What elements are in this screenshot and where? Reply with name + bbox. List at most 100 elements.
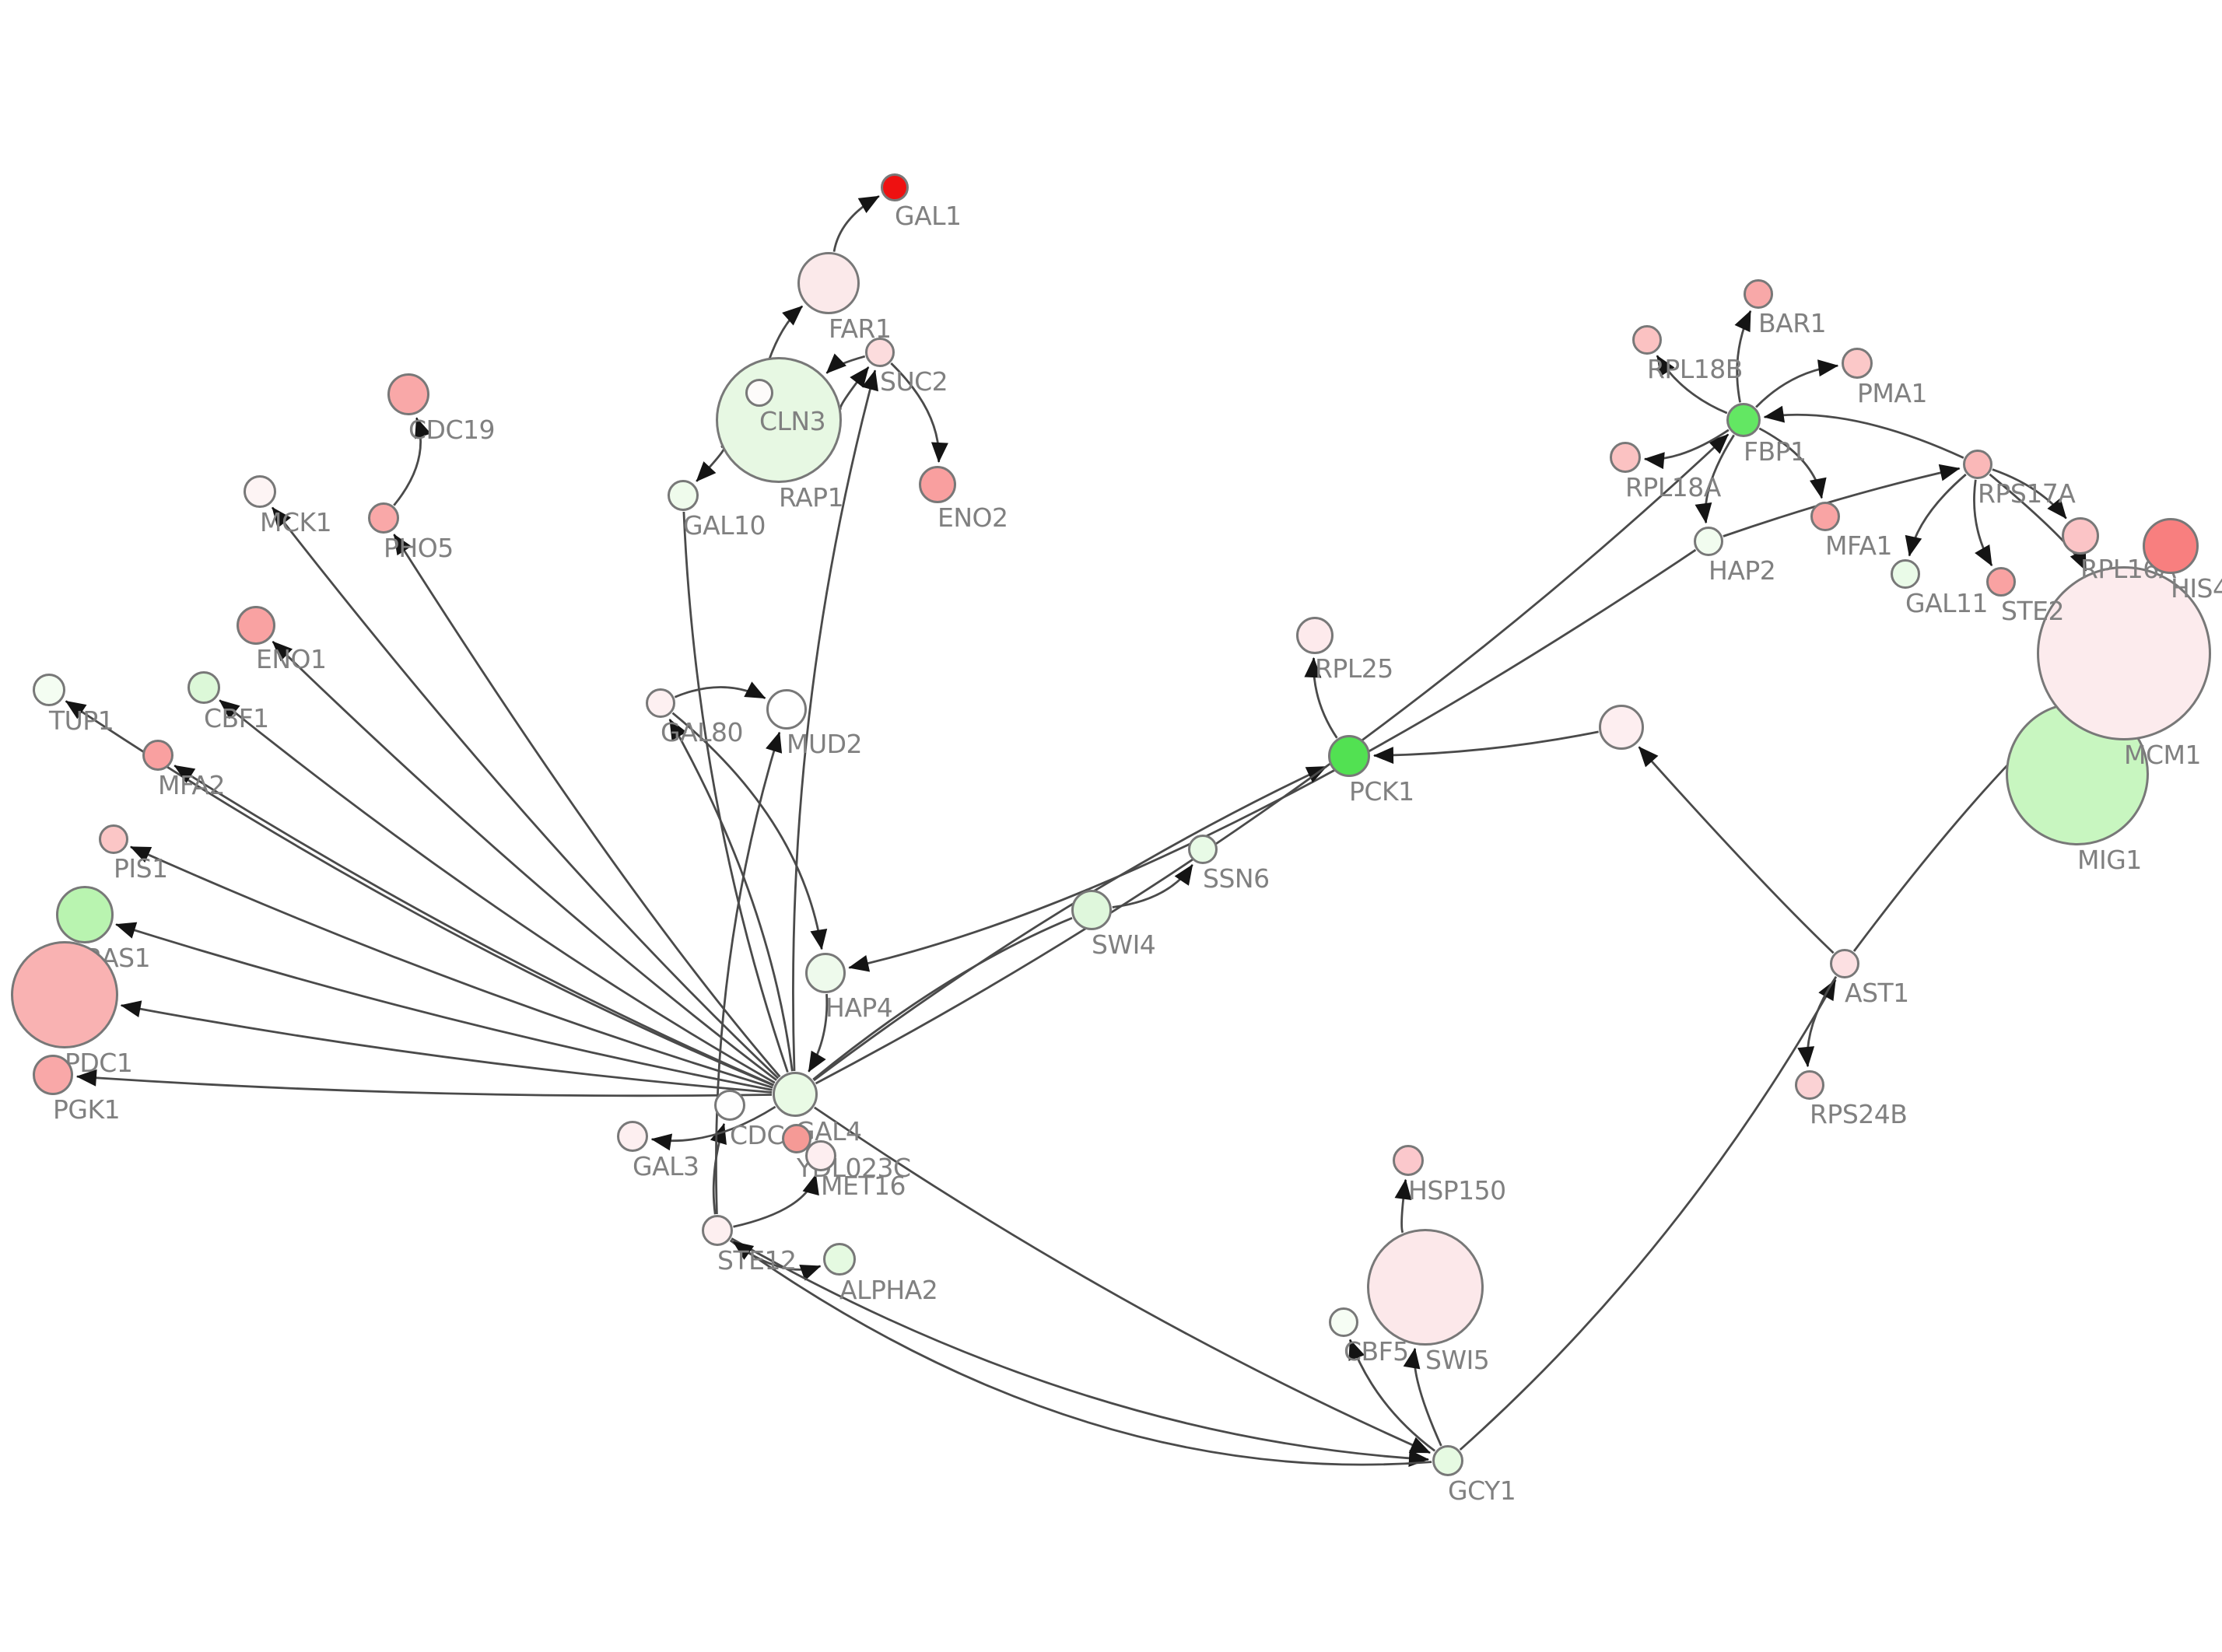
node-ENO2[interactable] <box>919 466 956 503</box>
node-BAR1[interactable] <box>1744 279 1773 309</box>
edge-GAL4-GCY1[interactable] <box>814 1106 1432 1454</box>
node-FAR1[interactable] <box>797 252 860 314</box>
edge-GAL4-PHO5[interactable] <box>393 534 781 1078</box>
node-HAP4[interactable] <box>805 953 846 993</box>
node-GAL80[interactable] <box>646 688 675 718</box>
edge-GAL4-CBF1[interactable] <box>219 699 776 1084</box>
edge-RPS17A-GAL11[interactable] <box>1905 473 1967 557</box>
edge-RPS17A-MCM1[interactable] <box>1989 473 2087 572</box>
node-CBF1[interactable] <box>188 671 220 704</box>
node-GAL3[interactable] <box>617 1121 648 1152</box>
node-PHO5[interactable] <box>368 502 399 534</box>
edge-GAL4-ENO1[interactable] <box>272 640 777 1081</box>
edge-FBP1-BAR1[interactable] <box>1734 310 1752 403</box>
node-STE12[interactable] <box>702 1215 733 1246</box>
edge-GAL4-FBP1[interactable] <box>815 433 1730 1085</box>
edge-GCY1-SWI5[interactable] <box>1403 1347 1442 1447</box>
edge-GAL80-HAP4[interactable] <box>671 712 828 950</box>
node-RPL16A[interactable] <box>2062 517 2099 555</box>
node-MET16[interactable] <box>805 1140 836 1171</box>
edge-AST1-N1[interactable] <box>1638 746 1835 954</box>
edge-PCK1-RPL25[interactable] <box>1304 657 1338 739</box>
node-CDC19[interactable] <box>387 373 429 415</box>
node-GCY1[interactable] <box>1432 1445 1463 1476</box>
node-SWI4[interactable] <box>1071 890 1112 930</box>
edge-FBP1-RPL18A[interactable] <box>1643 429 1730 470</box>
edge-GAL80-MUD2[interactable] <box>674 681 766 699</box>
edge-FBP1-PMA1[interactable] <box>1755 359 1839 408</box>
node-RPS17A[interactable] <box>1963 450 1992 479</box>
node-TUP1[interactable] <box>33 674 65 706</box>
edge-GAL4-SUC2[interactable] <box>792 369 878 1072</box>
edge-FBP1-MFA1[interactable] <box>1758 427 1827 499</box>
node-RAP1[interactable] <box>716 357 842 483</box>
node-SUC2[interactable] <box>865 338 895 367</box>
node-SSN6[interactable] <box>1188 835 1218 864</box>
node-HSP150[interactable] <box>1393 1145 1424 1176</box>
edge-HAP2-RPS17A[interactable] <box>1723 464 1961 537</box>
node-AST1[interactable] <box>1830 949 1859 978</box>
node-RPL25[interactable] <box>1296 617 1334 654</box>
node-ENO1[interactable] <box>237 606 275 645</box>
node-CLN3[interactable] <box>745 379 773 407</box>
edge-FBP1-HAP2[interactable] <box>1695 434 1735 524</box>
node-PMA1[interactable] <box>1842 348 1873 379</box>
node-MFA2[interactable] <box>142 740 173 771</box>
node-GAL10[interactable] <box>668 480 699 511</box>
edge-GCY1-STE12[interactable] <box>732 1241 1432 1466</box>
node-RPL18A[interactable] <box>1610 442 1641 473</box>
node-PCK1[interactable] <box>1328 735 1370 777</box>
edge-RAP1-SUC2[interactable] <box>839 366 870 410</box>
node-CDC6[interactable] <box>714 1090 745 1121</box>
node-MCK1[interactable] <box>244 475 276 508</box>
edge-STE12-CDC6[interactable] <box>710 1122 727 1215</box>
node-GAL1[interactable] <box>881 173 909 201</box>
node-MFA1[interactable] <box>1810 502 1840 531</box>
node-unlabeled[interactable] <box>1599 705 1644 750</box>
node-GAL11[interactable] <box>1891 559 1920 589</box>
edge-GAL4-GAL3[interactable] <box>650 1105 776 1151</box>
edge-GAL4-GAL80[interactable] <box>668 719 794 1072</box>
edge-HAP2-HAP4[interactable] <box>848 548 1697 972</box>
edge-GAL4-TUP1[interactable] <box>65 700 774 1087</box>
edge-AST1-RPS24B[interactable] <box>1797 975 1838 1068</box>
node-ALPHA2[interactable] <box>823 1243 856 1276</box>
node-CBF5[interactable] <box>1329 1307 1358 1337</box>
node-STE2[interactable] <box>1986 567 2016 597</box>
edge-RPS17A-RPL16A[interactable] <box>1992 468 2067 520</box>
edge-FAR1-GAL1[interactable] <box>832 194 880 252</box>
edge-STE12-MUD2[interactable] <box>715 731 783 1215</box>
edge-RPS17A-FBP1[interactable] <box>1763 405 1964 459</box>
node-MUD2[interactable] <box>766 689 807 730</box>
node-HAP2[interactable] <box>1694 527 1723 556</box>
edge-STE12-MET16[interactable] <box>733 1174 819 1228</box>
edge-STE12-GCY1[interactable] <box>731 1237 1429 1467</box>
node-HIS4[interactable] <box>2143 518 2199 574</box>
edge-GAL4-PGK1[interactable] <box>75 1069 773 1097</box>
edge-PHO5-CDC19[interactable] <box>393 417 431 506</box>
node-PGK1[interactable] <box>33 1055 73 1095</box>
edge-GAL4-PIS1[interactable] <box>129 845 773 1089</box>
edge-RAP1-GAL10[interactable] <box>696 445 726 482</box>
edge-SUC2-ENO2[interactable] <box>890 362 948 463</box>
edge-RPS17A-STE2[interactable] <box>1973 479 1993 567</box>
node-GAL4[interactable] <box>773 1072 818 1117</box>
edge-GAL4-MFA2[interactable] <box>173 765 775 1087</box>
edge-SWI5-HSP150[interactable] <box>1394 1178 1412 1234</box>
node-RPS24B[interactable] <box>1795 1070 1824 1100</box>
edge-GAL4-MCK1[interactable] <box>271 506 780 1080</box>
node-FBP1[interactable] <box>1726 403 1761 437</box>
edge-GAL10-GAL4[interactable] <box>682 511 789 1073</box>
edge-N1-PCK1[interactable] <box>1373 730 1599 765</box>
node-PDC1[interactable] <box>11 941 118 1048</box>
edge-HAP4-GAL4[interactable] <box>808 993 829 1073</box>
node-RPL18B[interactable] <box>1632 325 1662 355</box>
node-RAS1[interactable] <box>56 886 114 943</box>
edge-SUC2-RAP1[interactable] <box>825 353 866 374</box>
node-MCM1[interactable] <box>2037 566 2211 740</box>
node-SWI5[interactable] <box>1367 1229 1484 1346</box>
edge-FBP1-RPL18B[interactable] <box>1656 355 1728 415</box>
edge-GAL4-PDC1[interactable] <box>120 1000 773 1094</box>
edge-GAL4-RAS1[interactable] <box>115 922 773 1091</box>
edge-GCY1-AST1[interactable] <box>1459 979 1837 1451</box>
